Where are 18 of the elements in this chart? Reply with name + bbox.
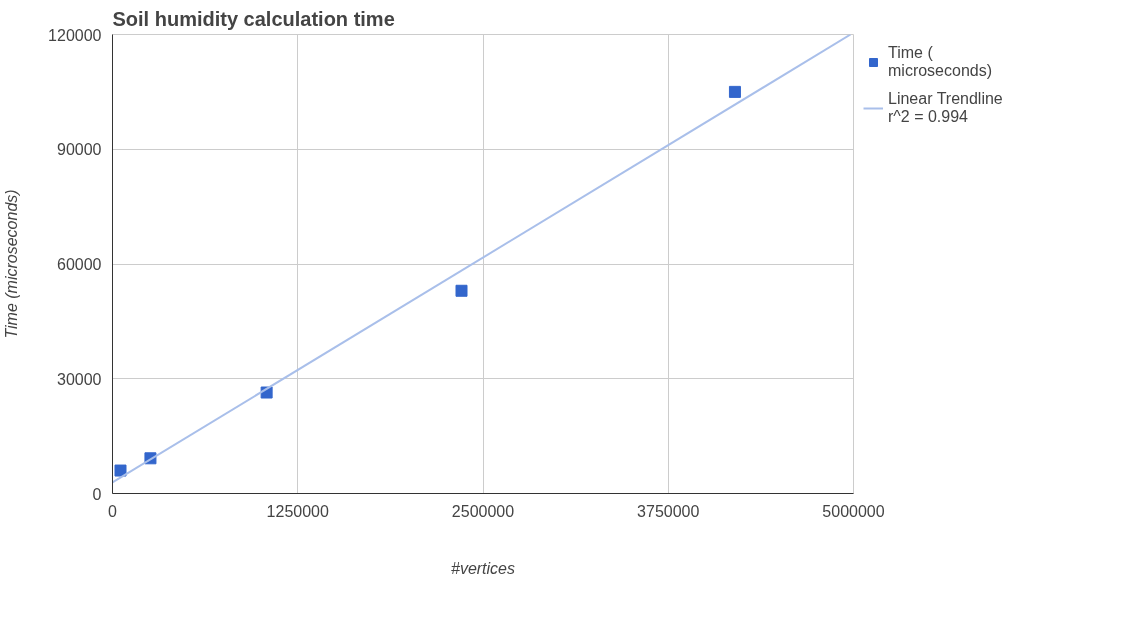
- point: [455, 284, 468, 297]
- y-tick-label: 30000: [57, 370, 102, 388]
- x-tick-label: 2500000: [451, 502, 515, 520]
- y-tick-label: 60000: [57, 256, 102, 273]
- x-tick-label: 1250000: [266, 502, 329, 520]
- x-tick-label: 5000000: [822, 502, 885, 520]
- y-tick-label: 90000: [57, 141, 102, 159]
- legend-label: Time ( microseconds): [888, 44, 993, 80]
- y-tick-label: 120000: [48, 26, 102, 44]
- y-axis-title: Time (microseconds): [3, 189, 21, 339]
- legend-label: Linear Trendline r^2 = 0.994: [888, 90, 1003, 126]
- point: [114, 464, 127, 477]
- x-axis-title: #vertices: [450, 559, 516, 577]
- chart-title: Soil humidity calculation time: [112, 7, 395, 30]
- x-tick-label: 0: [108, 502, 118, 520]
- y-tick-label: 0: [92, 485, 102, 503]
- x-tick-label: 3750000: [637, 502, 700, 520]
- point: [728, 85, 741, 98]
